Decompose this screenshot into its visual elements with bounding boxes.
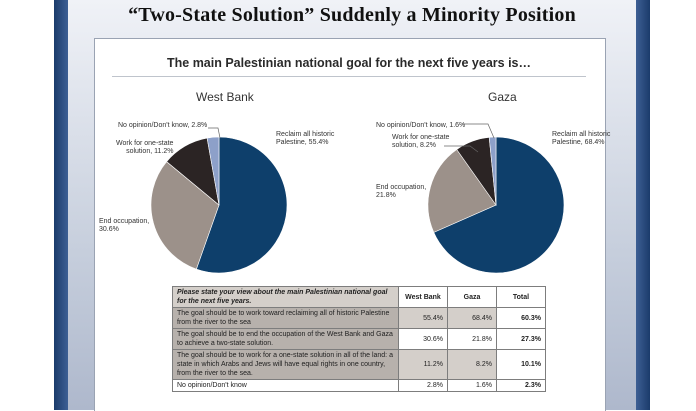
table-header-row: Please state your view about the main Pa… [172, 286, 546, 308]
pie-label-gz-end-line1: End occupation, [376, 184, 427, 191]
chart-subtitle: The main Palestinian national goal for t… [167, 56, 531, 70]
pie-label-gz-reclaim: Reclaim all historic Palestine, 68.4% [552, 131, 610, 147]
pie-label-gz-one-state: Work for one-state solution, 8.2% [392, 134, 449, 150]
pie-label-wb-reclaim-line2: Palestine, 55.4% [276, 139, 329, 146]
pie-label-wb-end-line2: 30.6% [99, 226, 119, 233]
pie-label-wb-end-line1: End occupation, [99, 218, 150, 225]
pie-label-wb-one-line1: Work for one-state [116, 140, 174, 147]
pie-label-gz-reclaim-line1: Reclaim all historic [552, 131, 611, 138]
pie-label-gz-no-opinion: No opinion/Don't know, 1.6% [376, 122, 465, 130]
pie-label-wb-reclaim: Reclaim all historic Palestine, 55.4% [276, 131, 334, 147]
pie-label-gz-none-line1: No opinion/Don't know, 1.6% [376, 122, 466, 129]
table-cell-value: 10.1% [496, 349, 546, 380]
table-row: The goal should be to work for a one-sta… [172, 349, 546, 380]
table-question: Please state your view about the main Pa… [172, 286, 399, 308]
table-cell-value: 60.3% [496, 307, 546, 329]
pie-label-wb-one-state: Work for one-state solution, 11.2% [116, 140, 173, 156]
pie-label-wb-none-line1: No opinion/Don't know, 2.8% [118, 122, 208, 129]
table-cell-value: 8.2% [447, 349, 497, 380]
pie-gz-slice-0 [433, 136, 565, 274]
table-cell-value: 27.3% [496, 328, 546, 350]
table-cell-value: 2.8% [398, 379, 448, 392]
table-cell-value: 55.4% [398, 307, 448, 329]
pie-label-wb-reclaim-line1: Reclaim all historic [276, 131, 335, 138]
pie-label-gz-end-line2: 21.8% [376, 192, 396, 199]
table-cell-value: 1.6% [447, 379, 497, 392]
pie-label-gz-reclaim-line2: Palestine, 68.4% [552, 139, 605, 146]
slide-title: “Two-State Solution” Suddenly a Minority… [128, 4, 576, 26]
pie-wb-slice-1 [150, 161, 220, 270]
table-row: The goal should be to end the occupation… [172, 328, 546, 350]
pie-gz-slice-1 [427, 149, 497, 233]
table-row-answer: No opinion/Don't know [172, 379, 399, 392]
pie-title-gaza: Gaza [488, 90, 517, 104]
column-header-gaza: Gaza [447, 286, 497, 308]
column-header-west-bank: West Bank [398, 286, 448, 308]
pie-chart-west-bank [150, 136, 288, 274]
pie-label-wb-one-line2: solution, 11.2% [126, 148, 174, 155]
pie-title-west-bank: West Bank [196, 90, 254, 104]
pie-label-gz-end: End occupation, 21.8% [376, 184, 426, 200]
table-cell-value: 2.3% [496, 379, 546, 392]
table-cell-value: 21.8% [447, 328, 497, 350]
pie-chart-gaza [427, 136, 565, 274]
right-accent-bar [636, 0, 650, 410]
table-row-answer: The goal should be to work toward reclai… [172, 307, 399, 329]
table-row-answer: The goal should be to end the occupation… [172, 328, 399, 350]
left-accent-bar [54, 0, 68, 410]
table-cell-value: 11.2% [398, 349, 448, 380]
subtitle-divider [112, 76, 586, 77]
table-row: No opinion/Don't know 2.8% 1.6% 2.3% [172, 379, 546, 392]
table-cell-value: 30.6% [398, 328, 448, 350]
pie-label-wb-end: End occupation, 30.6% [99, 218, 149, 234]
table-row-answer: The goal should be to work for a one-sta… [172, 349, 399, 380]
pie-label-gz-one-line2: solution, 8.2% [392, 142, 436, 149]
table-row: The goal should be to work toward reclai… [172, 307, 546, 329]
results-table: Please state your view about the main Pa… [172, 286, 546, 392]
column-header-total: Total [496, 286, 546, 308]
pie-label-gz-one-line1: Work for one-state [392, 134, 450, 141]
table-cell-value: 68.4% [447, 307, 497, 329]
pie-label-wb-no-opinion: No opinion/Don't know, 2.8% [118, 122, 207, 130]
